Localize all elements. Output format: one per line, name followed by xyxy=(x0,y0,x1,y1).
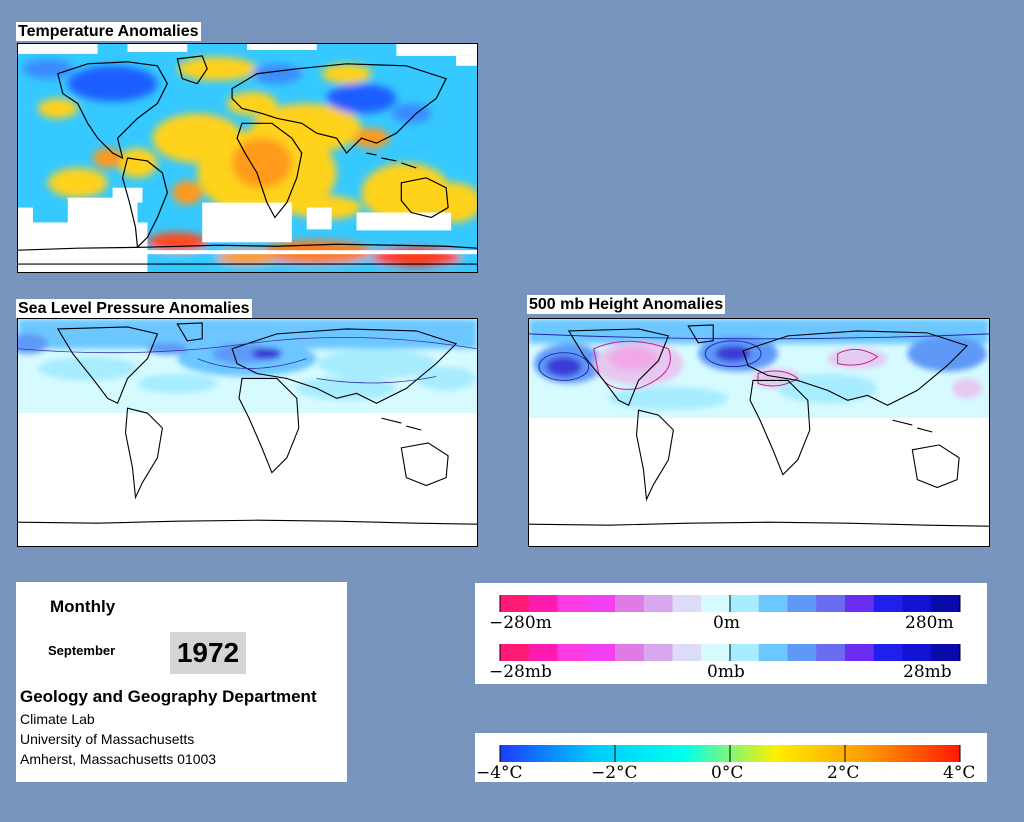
info-panel: Monthly September 1972 Geology and Geogr… xyxy=(16,582,347,782)
pressure-swatch-13 xyxy=(873,644,903,661)
pressure-swatch-14 xyxy=(902,644,932,661)
pressure-swatch-11 xyxy=(816,644,846,661)
height-swatch-5 xyxy=(643,595,673,612)
height-swatch-13 xyxy=(873,595,903,612)
height500-map-title: 500 mb Height Anomalies xyxy=(527,295,726,314)
height-swatch-7 xyxy=(701,595,731,612)
temp-tick-zero: 0°C xyxy=(711,763,743,782)
university-label: University of Massachusetts xyxy=(20,731,195,747)
pressure-swatch-12 xyxy=(845,644,875,661)
height-swatch-2 xyxy=(557,595,587,612)
pressure-swatch-15 xyxy=(931,644,961,661)
height-zero-tick: 0m xyxy=(713,613,740,633)
height-swatch-1 xyxy=(528,595,558,612)
height-color-bar xyxy=(499,595,961,612)
height-swatch-10 xyxy=(787,595,817,612)
pressure-zero-tick: 0mb xyxy=(707,662,745,682)
pressure-swatch-2 xyxy=(557,644,587,661)
temp-tick-plus4: 4°C xyxy=(943,763,975,782)
height-swatch-9 xyxy=(758,595,788,612)
temp-tick-minus4: −4°C xyxy=(476,763,523,782)
pressure-swatch-6 xyxy=(672,644,702,661)
pressure-min-tick: −28mb xyxy=(489,662,552,682)
height-swatch-3 xyxy=(586,595,616,612)
temperature-color-bar xyxy=(499,745,961,762)
pressure-swatch-1 xyxy=(528,644,558,661)
period-label: Monthly xyxy=(50,597,116,616)
address-label: Amherst, Massachusetts 01003 xyxy=(20,751,217,767)
pressure-swatch-4 xyxy=(615,644,645,661)
pressure-swatch-5 xyxy=(643,644,673,661)
temp-tick-plus2: 2°C xyxy=(827,763,859,782)
temp-tick-minus2: −2°C xyxy=(591,763,638,782)
pressure-swatch-9 xyxy=(758,644,788,661)
height-swatch-0 xyxy=(500,595,530,612)
height-swatch-11 xyxy=(816,595,846,612)
lab-label: Climate Lab xyxy=(20,711,95,727)
height-pressure-legend: −280m 0m 280m −28mb 0mb 28mb xyxy=(475,583,987,684)
pressure-swatch-8 xyxy=(730,644,760,661)
pressure-swatch-7 xyxy=(701,644,731,661)
temperature-legend: −4°C −2°C 0°C 2°C 4°C xyxy=(475,733,987,782)
height-swatch-6 xyxy=(672,595,702,612)
pressure-swatch-10 xyxy=(787,644,817,661)
pressure-swatch-0 xyxy=(500,644,530,661)
height-swatch-12 xyxy=(845,595,875,612)
height-swatch-4 xyxy=(615,595,645,612)
height-swatch-14 xyxy=(902,595,932,612)
height-max-tick: 280m xyxy=(905,613,954,633)
year-label: 1972 xyxy=(170,632,246,674)
height500-anomaly-map xyxy=(528,318,990,547)
temperature-map-title: Temperature Anomalies xyxy=(16,22,201,41)
height-swatch-15 xyxy=(931,595,961,612)
pressure-max-tick: 28mb xyxy=(903,662,952,682)
height-min-tick: −280m xyxy=(489,613,552,633)
pressure-swatch-3 xyxy=(586,644,616,661)
height-swatch-8 xyxy=(730,595,760,612)
slp-map-title: Sea Level Pressure Anomalies xyxy=(16,299,252,318)
temperature-anomaly-map xyxy=(17,43,478,273)
department-label: Geology and Geography Department xyxy=(20,687,317,706)
slp-anomaly-map xyxy=(17,318,478,547)
month-label: September xyxy=(48,643,116,658)
pressure-color-bar xyxy=(499,644,961,661)
